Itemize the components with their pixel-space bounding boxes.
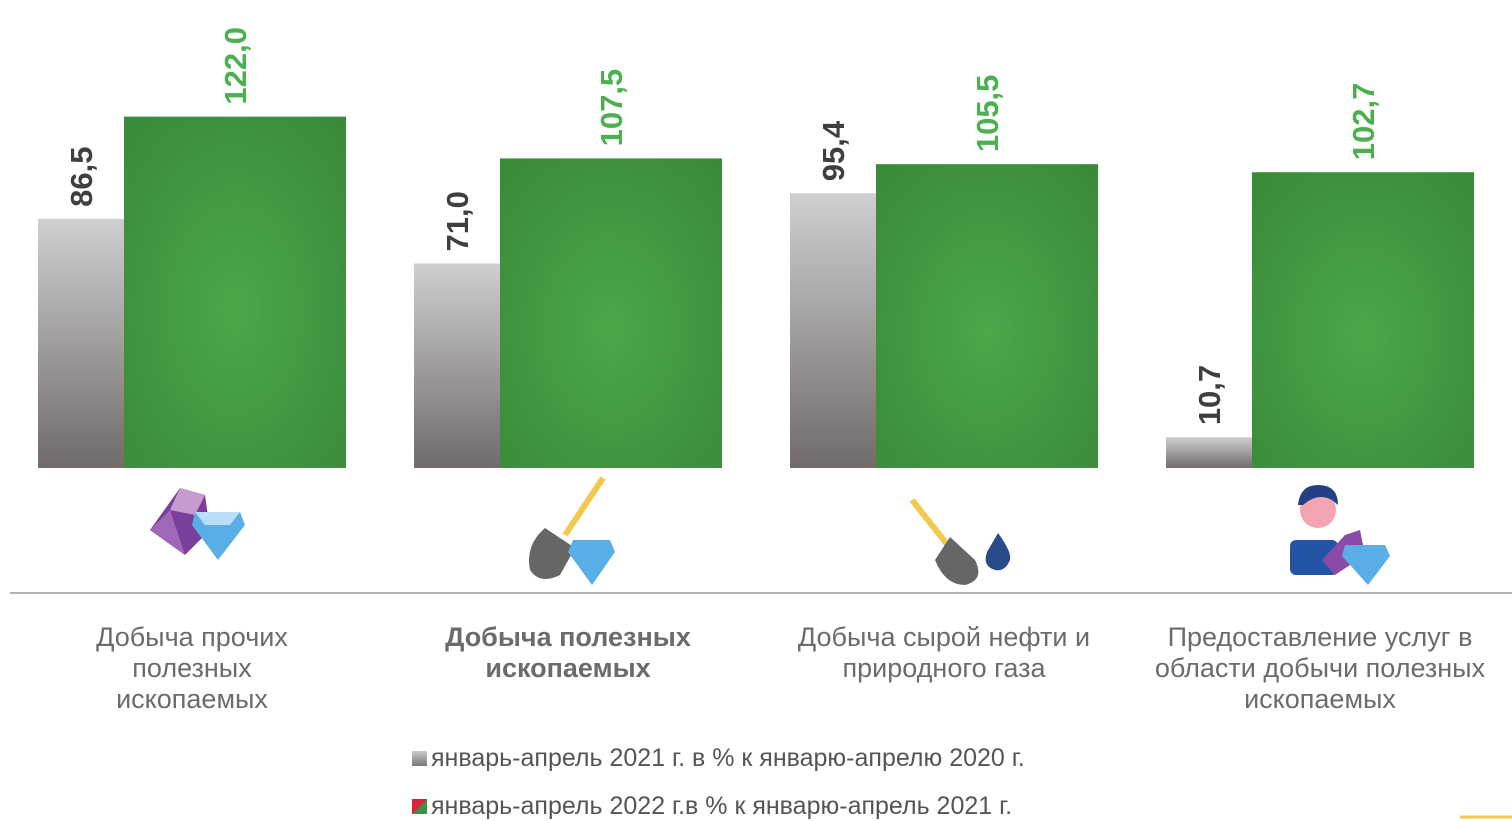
legend-label: январь-апрель 2022 г.в % к январю-апрель… (431, 792, 1012, 821)
legend-swatch (412, 751, 427, 766)
bar (1166, 437, 1252, 468)
legend-item: январь-апрель 2021 г. в % к январю-апрел… (412, 744, 1025, 773)
bar (38, 219, 124, 468)
category-label: Добыча сырой нефти и природного газа (779, 622, 1109, 684)
bar (1252, 172, 1474, 468)
bar (790, 193, 876, 468)
legend-item: январь-апрель 2022 г.в % к январю-апрель… (412, 792, 1012, 821)
icon-worker (1290, 485, 1390, 585)
bar (414, 264, 500, 468)
legend-label: январь-апрель 2021 г. в % к январю-апрел… (431, 744, 1025, 773)
bar (876, 164, 1098, 468)
icon-gems (150, 488, 245, 560)
value-label: 10,7 (1192, 365, 1227, 425)
legend-swatch (412, 799, 427, 814)
value-label: 71,0 (440, 191, 475, 251)
page: 86,5 122,0 71,0 107,5 95,4 105,5 10,7 102,7 янв… (0, 0, 1512, 819)
bar (500, 158, 722, 468)
category-label: Предоставление услуг в области добычи по… (1130, 622, 1510, 715)
value-label: 95,4 (816, 120, 851, 181)
value-label: 102,7 (1346, 83, 1381, 161)
value-label: 122,0 (218, 27, 253, 105)
icon-shovel-drop (912, 500, 1010, 585)
value-label: 105,5 (970, 75, 1005, 153)
value-label: 86,5 (64, 147, 99, 207)
icon-shovel-gem (529, 478, 615, 585)
value-label: 107,5 (594, 69, 629, 147)
category-label: Добыча прочих полезных ископаемых (67, 622, 317, 715)
category-label: Добыча полезных ископаемых (413, 622, 723, 684)
bar (124, 117, 346, 468)
